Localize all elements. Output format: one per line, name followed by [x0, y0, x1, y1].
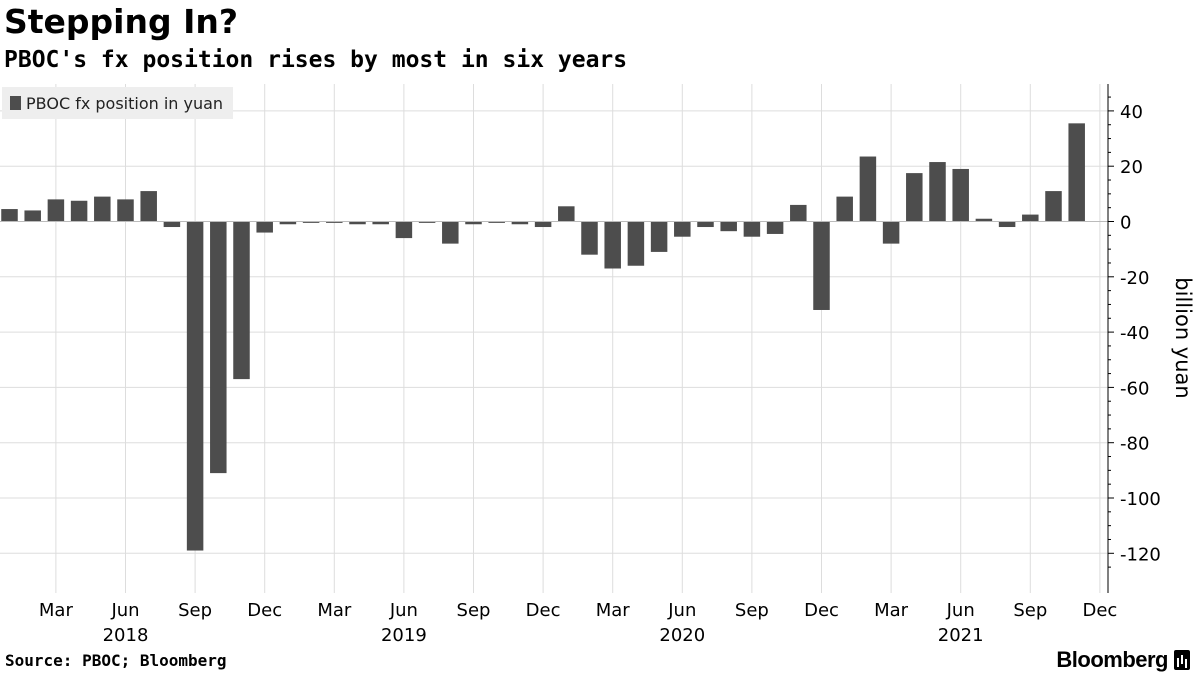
x-year-label: 2020 — [659, 625, 705, 646]
source-note: Source: PBOC; Bloomberg — [5, 651, 227, 670]
bar-2019-02 — [302, 221, 320, 223]
y-tick-label: -120 — [1120, 544, 1161, 565]
bar-2019-08 — [442, 221, 459, 244]
bar-2021-07 — [975, 218, 993, 222]
y-tick-label: -100 — [1120, 489, 1161, 510]
x-tick-label: Jun — [667, 600, 696, 621]
bar-2018-03 — [47, 199, 65, 222]
x-tick-label: Mar — [596, 600, 631, 621]
bar-2020-06 — [674, 221, 691, 237]
bar-2018-04 — [70, 200, 88, 222]
bar-2018-05 — [94, 196, 111, 222]
bar-2019-10 — [488, 221, 505, 223]
y-tick-label: 20 — [1120, 157, 1143, 178]
x-tick-label: Sep — [1013, 600, 1047, 621]
bar-2021-04 — [906, 173, 923, 222]
bar-2020-03 — [604, 221, 621, 269]
legend: PBOC fx position in yuan — [2, 87, 234, 119]
bar-2018-08 — [163, 221, 181, 228]
y-tick-label: -20 — [1120, 268, 1149, 289]
bar-2019-04 — [349, 221, 366, 225]
x-tick-label: Mar — [317, 600, 352, 621]
bar-2019-06 — [395, 221, 413, 239]
y-tick-label: -40 — [1120, 323, 1149, 344]
bar-2018-01 — [1, 209, 18, 222]
x-tick-label: Sep — [735, 600, 769, 621]
bar-2018-07 — [140, 191, 157, 222]
bar-2021-01 — [836, 196, 853, 222]
x-year-label: 2021 — [938, 625, 984, 646]
x-tick-label: Mar — [39, 600, 74, 621]
x-tick-label: Sep — [457, 600, 491, 621]
y-tick-label: 0 — [1120, 213, 1131, 234]
bar-2019-09 — [465, 221, 482, 225]
y-tick-label: -80 — [1120, 434, 1149, 455]
bar-2021-06 — [952, 168, 969, 222]
bar-2018-02 — [24, 210, 41, 222]
bar-2019-12 — [534, 221, 552, 228]
y-tick-label: 40 — [1120, 102, 1143, 123]
x-axis-labels: Mar Jun Sep Dec Mar Jun Sep Dec Mar Jun Sep Dec Mar J… — [39, 600, 1117, 646]
chart-subtitle: PBOC's fx position rises by most in six … — [4, 47, 628, 73]
bar-2021-08 — [998, 221, 1016, 228]
bar-2018-10 — [210, 221, 227, 474]
bar-2020-08 — [720, 221, 737, 232]
bloomberg-terminal-icon — [1174, 650, 1190, 670]
bar-2021-09 — [1022, 214, 1039, 222]
legend-swatch — [10, 96, 21, 110]
bar-2021-02 — [859, 156, 877, 222]
x-year-label: 2019 — [381, 625, 427, 646]
x-tick-label: Mar — [874, 600, 909, 621]
bar-2020-02 — [581, 221, 598, 255]
legend-label: PBOC fx position in yuan — [26, 93, 224, 113]
bar-2020-12 — [813, 221, 830, 310]
bar-2020-04 — [627, 221, 645, 266]
bar-2018-09 — [186, 221, 204, 551]
bar-2019-03 — [326, 221, 343, 223]
x-tick-label: Dec — [247, 600, 282, 621]
x-year-label: 2018 — [103, 625, 149, 646]
bar-2020-10 — [766, 221, 784, 234]
bar-2020-09 — [743, 221, 761, 237]
bar-2021-11 — [1068, 123, 1085, 222]
bar-2021-10 — [1045, 191, 1062, 222]
x-tick-label: Sep — [178, 600, 212, 621]
brand-logo: Bloomberg — [1056, 646, 1190, 674]
grid-lines — [0, 84, 1108, 593]
y-axis: 40 20 0 -20 -40 -60 -80 -100 -120 — [1107, 84, 1161, 593]
bar-2020-07 — [697, 221, 714, 228]
bar-2018-11 — [233, 221, 250, 380]
bar-2018-12 — [256, 221, 273, 233]
x-tick-label: Jun — [946, 600, 975, 621]
x-tick-label: Jun — [389, 600, 418, 621]
chart-title: Stepping In? — [4, 2, 238, 41]
x-tick-label: Dec — [526, 600, 561, 621]
brand-name: Bloomberg — [1056, 647, 1168, 672]
bar-2019-01 — [279, 221, 297, 225]
y-axis-title: billion yuan — [1171, 277, 1195, 398]
bar-2020-11 — [790, 204, 807, 222]
bar-2019-05 — [372, 221, 389, 225]
bar-2019-07 — [418, 221, 436, 223]
y-tick-label: -60 — [1120, 378, 1149, 399]
x-tick-label: Jun — [110, 600, 139, 621]
bar-2019-11 — [511, 221, 529, 225]
bar-2018-06 — [117, 199, 134, 222]
bar-2020-05 — [650, 221, 668, 252]
x-tick-label: Dec — [804, 600, 839, 621]
bars — [0, 123, 1108, 551]
bar-2021-03 — [882, 221, 900, 244]
bar-2020-01 — [558, 206, 575, 222]
x-tick-label: Dec — [1082, 600, 1117, 621]
bar-2021-05 — [929, 162, 946, 222]
